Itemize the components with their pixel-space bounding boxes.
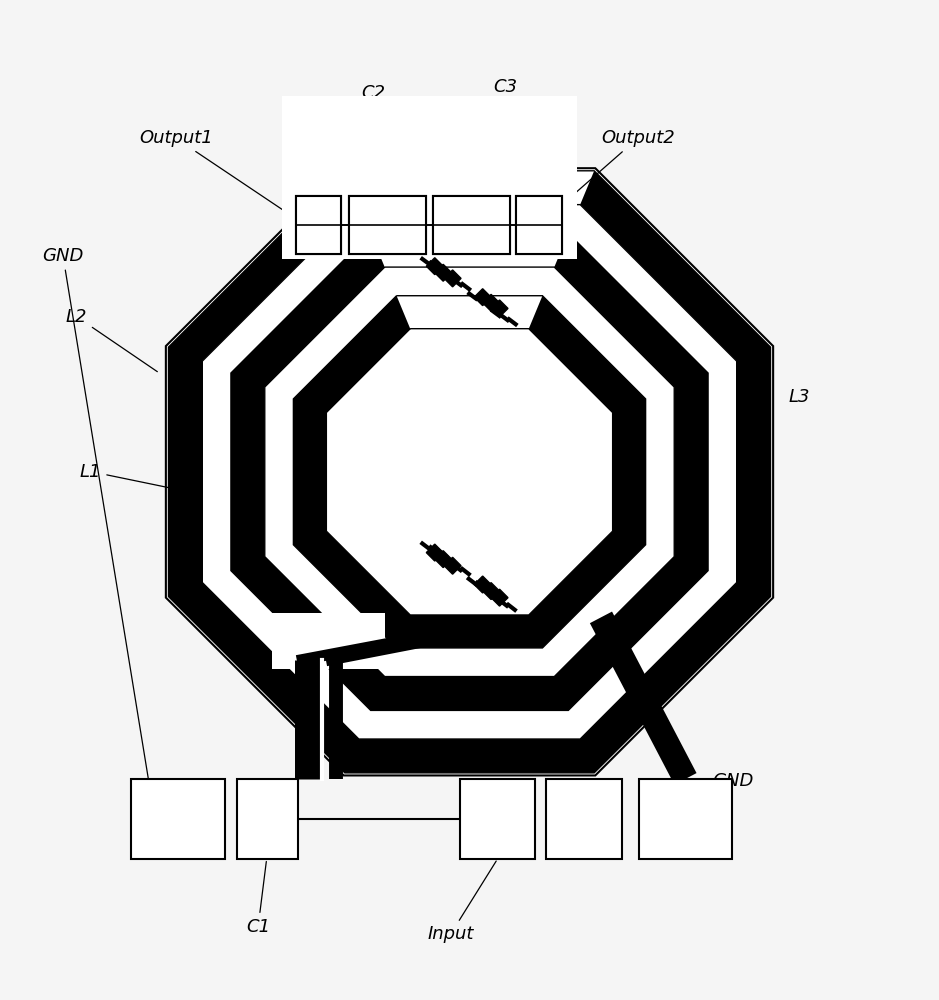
Text: Input: Input	[427, 861, 496, 943]
Text: Output1: Output1	[139, 129, 303, 223]
Polygon shape	[435, 551, 452, 568]
Polygon shape	[483, 294, 500, 311]
Polygon shape	[293, 296, 646, 648]
Bar	[296, 196, 341, 254]
Bar	[296, 196, 341, 254]
Polygon shape	[202, 205, 737, 739]
Polygon shape	[265, 267, 674, 677]
Polygon shape	[491, 589, 508, 606]
Polygon shape	[231, 233, 708, 710]
Polygon shape	[491, 300, 508, 317]
Polygon shape	[328, 330, 611, 613]
Polygon shape	[444, 557, 461, 574]
Bar	[131, 779, 225, 859]
Bar	[516, 196, 562, 254]
Bar	[349, 196, 426, 254]
Bar	[460, 779, 535, 859]
Polygon shape	[435, 264, 452, 281]
Polygon shape	[426, 544, 443, 561]
Bar	[433, 196, 510, 254]
Polygon shape	[483, 583, 500, 600]
Text: GND: GND	[687, 772, 753, 818]
Polygon shape	[168, 171, 771, 773]
Text: GND: GND	[42, 247, 155, 817]
Text: C2: C2	[362, 84, 388, 193]
Text: C1: C1	[246, 861, 270, 936]
Text: Output2: Output2	[541, 129, 675, 223]
Polygon shape	[444, 270, 461, 287]
Polygon shape	[166, 168, 773, 775]
Bar	[282, 96, 577, 259]
Bar	[546, 779, 622, 859]
Bar	[516, 196, 562, 254]
Text: L3: L3	[789, 388, 810, 406]
Text: L2: L2	[66, 308, 158, 372]
Bar	[433, 196, 510, 254]
Polygon shape	[327, 329, 612, 615]
Bar	[639, 779, 732, 859]
Bar	[237, 779, 298, 859]
Bar	[349, 196, 426, 254]
Polygon shape	[474, 289, 491, 306]
Bar	[272, 613, 385, 669]
Polygon shape	[166, 168, 773, 775]
Polygon shape	[474, 576, 491, 593]
Polygon shape	[426, 258, 443, 275]
Text: L1: L1	[80, 463, 180, 490]
Text: C3: C3	[472, 78, 517, 193]
